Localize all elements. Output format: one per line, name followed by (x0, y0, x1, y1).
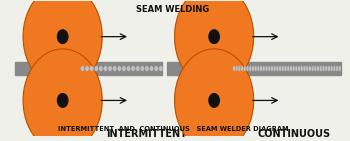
Ellipse shape (246, 66, 249, 71)
Ellipse shape (113, 66, 117, 71)
Ellipse shape (322, 66, 325, 71)
Ellipse shape (159, 66, 163, 71)
Ellipse shape (175, 49, 254, 141)
Ellipse shape (103, 66, 107, 71)
Ellipse shape (325, 66, 327, 71)
Ellipse shape (233, 66, 235, 71)
Ellipse shape (94, 66, 98, 71)
Ellipse shape (284, 66, 287, 71)
Ellipse shape (293, 66, 295, 71)
Text: SEAM WELDING: SEAM WELDING (136, 5, 209, 14)
Ellipse shape (279, 66, 281, 71)
Ellipse shape (108, 66, 112, 71)
Ellipse shape (295, 66, 298, 71)
Text: INTERMITTENT  AND  CONTINUOUS   SEAM WELDER DIAGRAM: INTERMITTENT AND CONTINUOUS SEAM WELDER … (57, 126, 288, 132)
Ellipse shape (57, 30, 68, 43)
Ellipse shape (328, 66, 330, 71)
Ellipse shape (136, 66, 140, 71)
Ellipse shape (268, 66, 271, 71)
Ellipse shape (80, 66, 84, 71)
Ellipse shape (265, 66, 268, 71)
Ellipse shape (209, 30, 219, 43)
Ellipse shape (117, 66, 121, 71)
Ellipse shape (320, 66, 322, 71)
Ellipse shape (238, 66, 240, 71)
Ellipse shape (306, 66, 308, 71)
Ellipse shape (338, 66, 341, 71)
Ellipse shape (287, 66, 289, 71)
Ellipse shape (23, 49, 102, 141)
Ellipse shape (301, 66, 303, 71)
Ellipse shape (257, 66, 260, 71)
Ellipse shape (23, 0, 102, 88)
Text: INTERMITTENT: INTERMITTENT (106, 129, 187, 139)
Ellipse shape (145, 66, 149, 71)
Ellipse shape (273, 66, 276, 71)
Ellipse shape (262, 66, 265, 71)
Ellipse shape (290, 66, 292, 71)
Ellipse shape (333, 66, 336, 71)
Ellipse shape (276, 66, 279, 71)
Ellipse shape (126, 66, 131, 71)
Ellipse shape (131, 66, 135, 71)
Ellipse shape (260, 66, 262, 71)
Ellipse shape (122, 66, 126, 71)
Text: CONTINUOUS: CONTINUOUS (258, 129, 331, 139)
Ellipse shape (57, 94, 68, 107)
Ellipse shape (149, 66, 154, 71)
Ellipse shape (85, 66, 89, 71)
Bar (167, 62, 342, 75)
Ellipse shape (330, 66, 333, 71)
Ellipse shape (303, 66, 306, 71)
Ellipse shape (312, 66, 314, 71)
Ellipse shape (309, 66, 311, 71)
Ellipse shape (314, 66, 316, 71)
Ellipse shape (241, 66, 243, 71)
Ellipse shape (154, 66, 158, 71)
Ellipse shape (90, 66, 94, 71)
Ellipse shape (317, 66, 319, 71)
Ellipse shape (140, 66, 145, 71)
Bar (15, 62, 162, 75)
Ellipse shape (175, 0, 254, 88)
Ellipse shape (252, 66, 254, 71)
Ellipse shape (209, 94, 219, 107)
Ellipse shape (244, 66, 246, 71)
Ellipse shape (254, 66, 257, 71)
Ellipse shape (281, 66, 284, 71)
Ellipse shape (298, 66, 300, 71)
Ellipse shape (336, 66, 338, 71)
Ellipse shape (99, 66, 103, 71)
Ellipse shape (236, 66, 238, 71)
Ellipse shape (249, 66, 251, 71)
Ellipse shape (271, 66, 273, 71)
